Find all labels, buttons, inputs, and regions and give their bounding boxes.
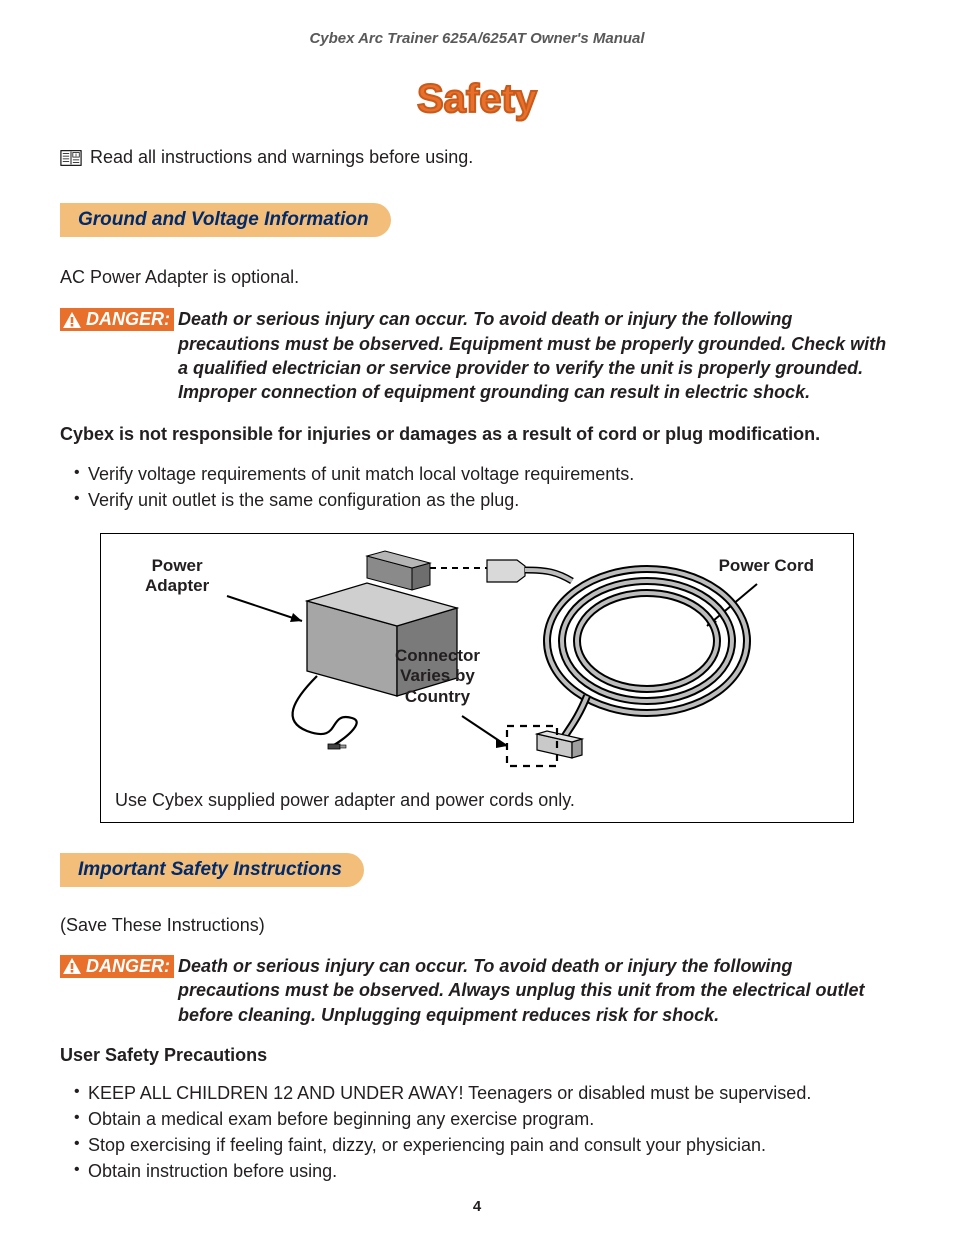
bullet-item: Stop exercising if feeling faint, dizzy,… — [74, 1132, 894, 1158]
danger-text-2: Death or serious injury can occur. To av… — [178, 954, 894, 1027]
bullet-item: KEEP ALL CHILDREN 12 AND UNDER AWAY! Tee… — [74, 1080, 894, 1106]
label-power-adapter: Power Adapter — [145, 556, 209, 597]
bullet-item: Verify voltage requirements of unit matc… — [74, 461, 894, 487]
user-safety-subheading: User Safety Precautions — [60, 1045, 894, 1066]
user-safety-bullets: KEEP ALL CHILDREN 12 AND UNDER AWAY! Tee… — [74, 1080, 894, 1184]
power-diagram-box: Power Adapter Power Cord Connector Varie… — [100, 533, 854, 823]
save-instructions-line: (Save These Instructions) — [60, 915, 894, 936]
label-power-cord: Power Cord — [719, 556, 814, 576]
danger-label-text: DANGER: — [86, 956, 170, 977]
section-heading-text: Important Safety Instructions — [78, 859, 342, 880]
section-heading-ground-voltage: Ground and Voltage Information — [60, 203, 391, 237]
read-instructions-line: i Read all instructions and warnings bef… — [60, 147, 894, 168]
section-heading-text: Ground and Voltage Information — [78, 209, 369, 230]
warning-triangle-icon — [62, 311, 82, 329]
svg-text:i: i — [75, 152, 76, 157]
label-connector: Connector Varies by Country — [395, 646, 480, 707]
danger-label: DANGER: — [60, 308, 174, 331]
manual-header: Cybex Arc Trainer 625A/625AT Owner's Man… — [60, 30, 894, 47]
bullet-item: Obtain instruction before using. — [74, 1158, 894, 1184]
danger-label-text: DANGER: — [86, 309, 170, 330]
bullet-item: Verify unit outlet is the same configura… — [74, 487, 894, 513]
bullet-item: Obtain a medical exam before beginning a… — [74, 1106, 894, 1132]
section-heading-safety-instructions: Important Safety Instructions — [60, 853, 364, 887]
danger-block-1: DANGER: Death or serious injury can occu… — [60, 307, 894, 404]
danger-block-2: DANGER: Death or serious injury can occu… — [60, 954, 894, 1027]
diagram-caption: Use Cybex supplied power adapter and pow… — [115, 789, 839, 812]
page-number: 4 — [0, 1198, 954, 1215]
cybex-disclaimer: Cybex is not responsible for injuries or… — [60, 422, 894, 446]
warning-triangle-icon — [62, 957, 82, 975]
power-diagram: Power Adapter Power Cord Connector Varie… — [115, 546, 839, 781]
danger-label: DANGER: — [60, 955, 174, 978]
voltage-bullets: Verify voltage requirements of unit matc… — [74, 461, 894, 513]
danger-text-1: Death or serious injury can occur. To av… — [178, 307, 894, 404]
book-icon: i — [60, 149, 82, 167]
safety-banner-text: Safety — [417, 77, 537, 122]
read-instructions-text: Read all instructions and warnings befor… — [90, 147, 473, 168]
ac-adapter-note: AC Power Adapter is optional. — [60, 265, 894, 289]
safety-banner: Safety — [60, 77, 894, 122]
